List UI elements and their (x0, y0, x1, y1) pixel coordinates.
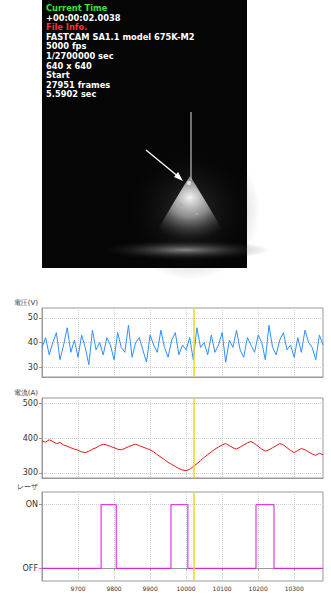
svg-text:50: 50 (28, 313, 38, 322)
svg-text:500: 500 (23, 399, 38, 408)
svg-text:40: 40 (28, 338, 38, 347)
svg-text:9900: 9900 (142, 585, 157, 592)
svg-text:5000 fps: 5000 fps (46, 41, 87, 51)
svg-text:400: 400 (23, 434, 38, 443)
svg-text:Current Time: Current Time (46, 3, 108, 13)
svg-text:レーザ: レーザ (17, 483, 38, 491)
svg-text:OFF: OFF (23, 564, 39, 573)
svg-text:640 x 640: 640 x 640 (46, 61, 92, 71)
svg-text:File Info.: File Info. (46, 22, 87, 32)
svg-text:10200: 10200 (249, 585, 268, 592)
svg-text:ON: ON (26, 500, 38, 509)
svg-text:FASTCAM SA1.1 model 675K-M2: FASTCAM SA1.1 model 675K-M2 (46, 32, 195, 42)
svg-text:10000: 10000 (177, 585, 196, 592)
svg-text:9800: 9800 (106, 585, 121, 592)
svg-text:Start: Start (46, 70, 70, 80)
svg-text:10100: 10100 (213, 585, 232, 592)
svg-text:30: 30 (28, 363, 38, 372)
svg-text:300: 300 (23, 468, 38, 477)
svg-text:10300: 10300 (285, 585, 304, 592)
svg-text:+00:00:02.0038: +00:00:02.0038 (46, 13, 121, 23)
svg-text:1/2700000 sec: 1/2700000 sec (46, 51, 114, 61)
svg-text:9700: 9700 (70, 585, 85, 592)
svg-text:電圧(V): 電圧(V) (14, 299, 39, 307)
svg-text:5.5902 sec: 5.5902 sec (46, 89, 96, 99)
svg-text:電流(A): 電流(A) (14, 389, 39, 397)
svg-text:27951 frames: 27951 frames (46, 80, 110, 90)
